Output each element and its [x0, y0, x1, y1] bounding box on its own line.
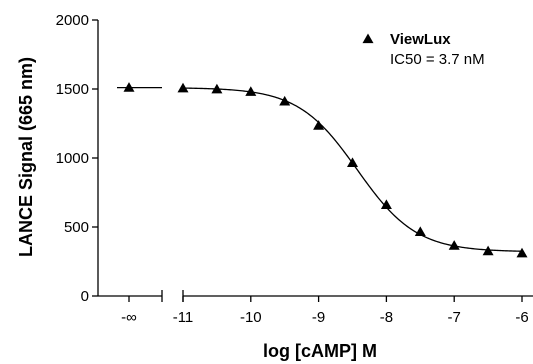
data-point — [448, 240, 460, 250]
fit-curve-group — [117, 86, 523, 252]
data-point — [245, 86, 257, 96]
data-point — [347, 157, 358, 167]
data-point — [313, 120, 325, 130]
data-point — [516, 247, 528, 258]
x-tick-label-zero: -∞ — [121, 309, 137, 326]
legend-series-name: ViewLux — [390, 31, 451, 48]
x-tick-label: -8 — [380, 309, 393, 326]
data-point — [482, 245, 494, 256]
x-tick-label: -6 — [515, 309, 528, 326]
data-point — [211, 83, 223, 94]
data-points — [123, 82, 528, 258]
fit-curve — [182, 87, 523, 252]
y-tick-label: 2000 — [56, 12, 89, 29]
y-tick-label: 500 — [64, 219, 89, 236]
y-tick-label: 1500 — [56, 81, 89, 98]
legend-ic50-note: IC50 = 3.7 nM — [390, 51, 485, 68]
x-tick-label: -10 — [240, 309, 262, 326]
x-axis-title: log [cAMP] M — [263, 341, 377, 361]
data-point-zero — [123, 82, 135, 92]
legend-marker-icon — [362, 33, 374, 44]
data-point — [414, 226, 426, 236]
x-tick-label: -11 — [173, 309, 194, 326]
data-point — [380, 199, 392, 210]
data-point — [177, 82, 189, 93]
x-tick-label: -7 — [448, 309, 461, 326]
y-axis-title: LANCE Signal (665 nm) — [16, 57, 36, 257]
data-point — [279, 95, 291, 106]
y-tick-label: 0 — [81, 288, 89, 305]
y-tick-label: 1000 — [56, 150, 89, 167]
legend: ViewLux IC50 = 3.7 nM — [362, 31, 485, 68]
x-tick-label: -9 — [312, 309, 325, 326]
